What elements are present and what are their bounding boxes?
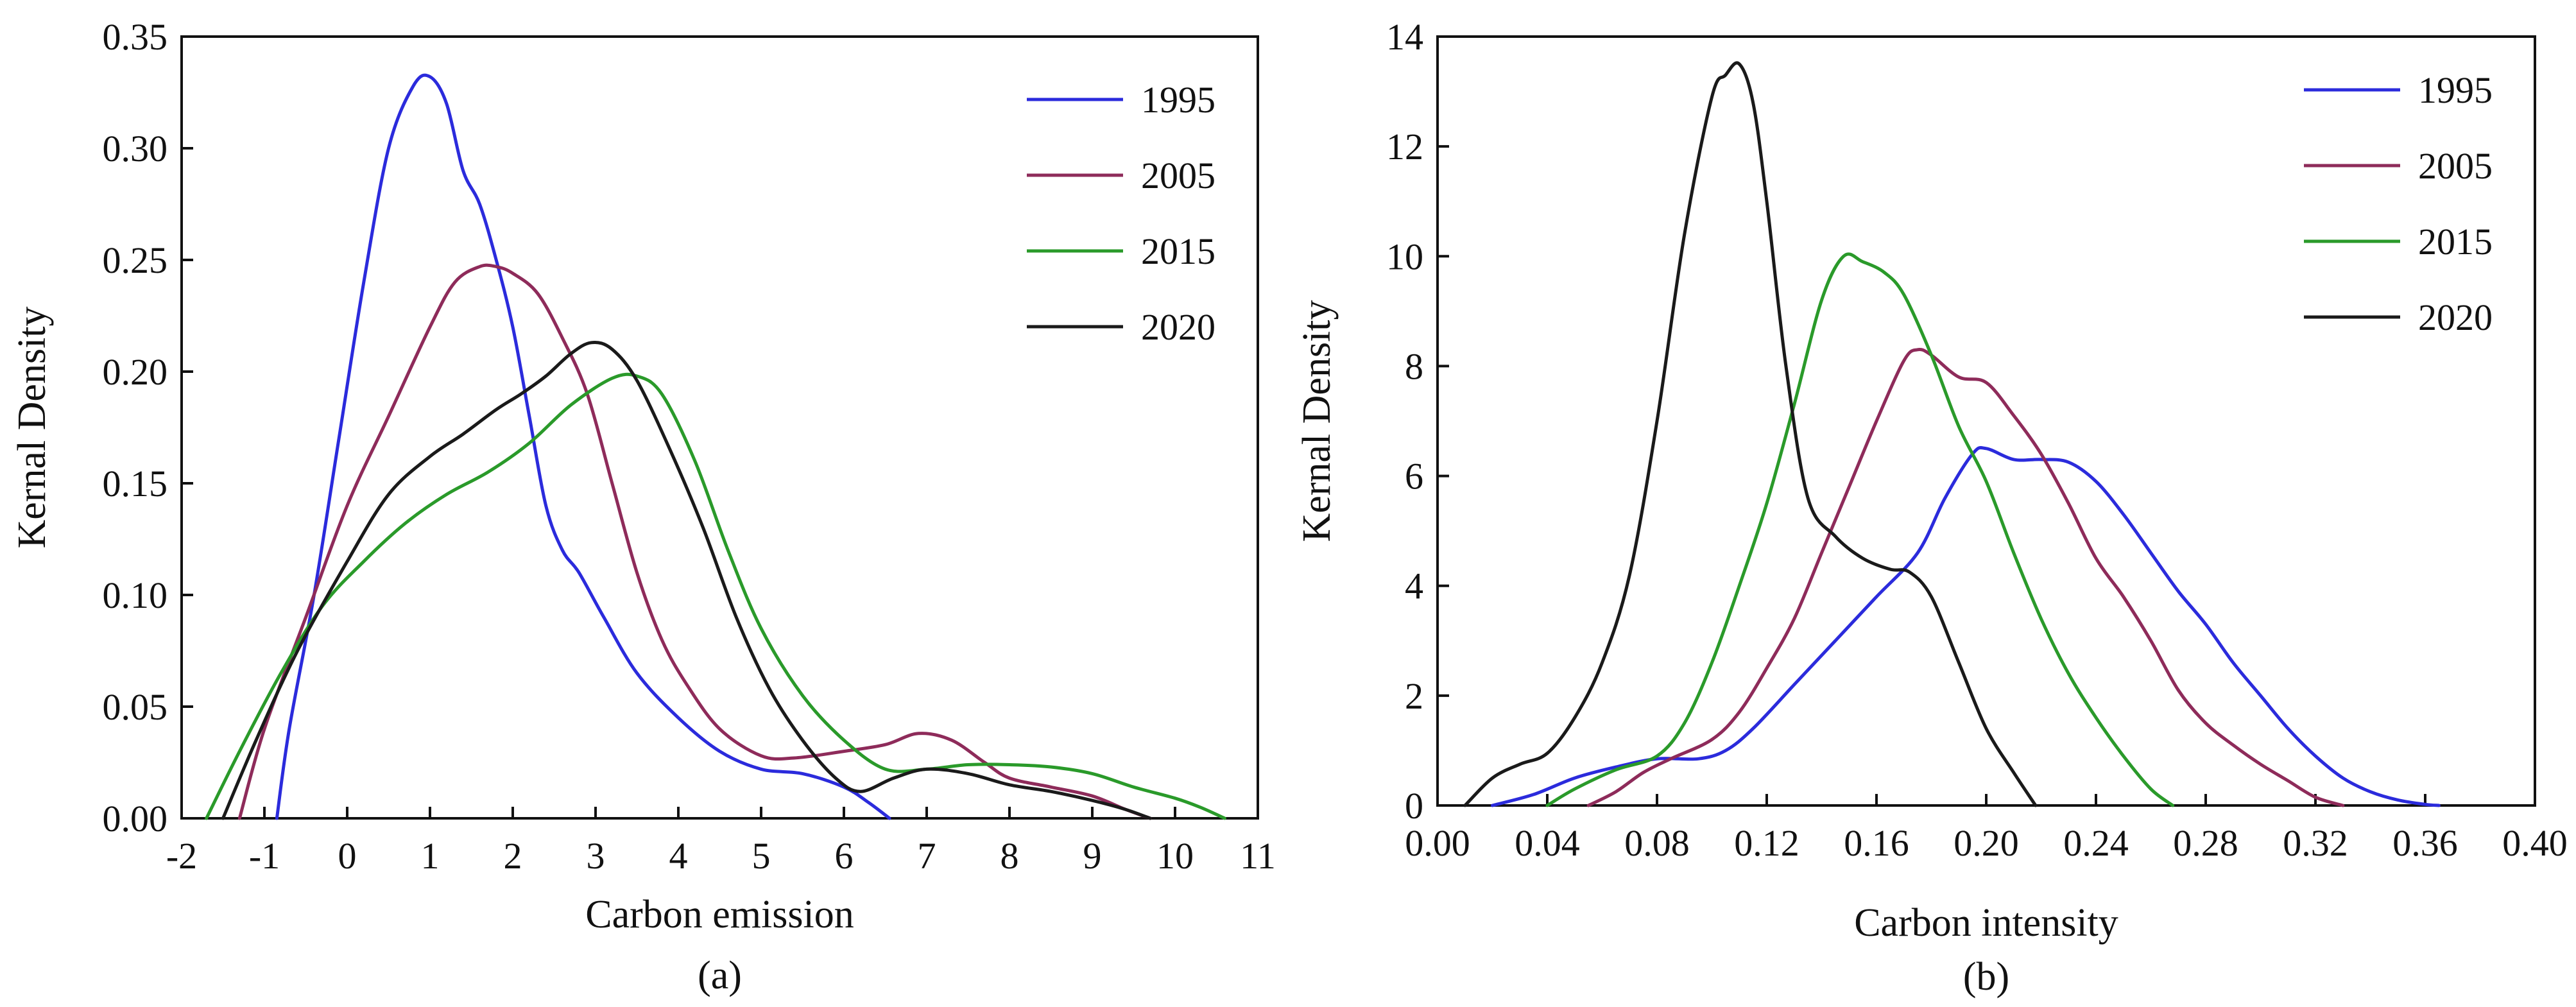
x-tick-label: 0.24 (2063, 822, 2129, 864)
y-tick-label: 0.20 (103, 351, 168, 393)
series-line-2020 (1463, 61, 2038, 807)
x-tick-label: 3 (587, 835, 605, 877)
x-tick-label: -1 (249, 835, 280, 877)
series-line-2005 (237, 263, 1152, 820)
x-tick-label: 7 (918, 835, 936, 877)
series-line-1995 (1491, 446, 2441, 807)
y-tick-label: 0.25 (103, 239, 168, 281)
x-tick-label: 0.32 (2283, 822, 2348, 864)
series-line-2015 (1545, 252, 2175, 807)
y-tick-label: 0 (1405, 785, 1423, 827)
x-tick-label: 0.08 (1624, 822, 1690, 864)
y-axis-title: Kernal Density (1295, 300, 1339, 542)
plot-frame (180, 35, 1259, 820)
x-tick-label: 1 (421, 835, 440, 877)
x-tick-label: 0.12 (1734, 822, 1799, 864)
legend-label-2005: 2005 (2418, 145, 2493, 187)
series-line-2005 (1586, 347, 2345, 807)
legend-label-2020: 2020 (2418, 297, 2493, 338)
y-tick-label: 0.35 (103, 16, 168, 58)
y-tick-label: 0.30 (103, 128, 168, 169)
y-tick-label: 0.15 (103, 463, 168, 504)
legend-label-2020: 2020 (1141, 306, 1215, 348)
panel-label: (b) (1963, 955, 2009, 999)
legend-label-2015: 2015 (1141, 230, 1215, 272)
series-line-1995 (275, 73, 891, 820)
x-tick-label: 5 (752, 835, 771, 877)
x-tick-label: 11 (1240, 835, 1276, 877)
x-tick-label: 10 (1156, 835, 1194, 877)
x-tick-label: 0.04 (1515, 822, 1580, 864)
y-tick-label: 10 (1386, 236, 1423, 277)
x-tick-label: 6 (835, 835, 854, 877)
x-tick-label: 0.28 (2173, 822, 2238, 864)
y-tick-label: 2 (1405, 675, 1423, 717)
x-tick-label: -2 (166, 835, 197, 877)
legend-label-2005: 2005 (1141, 155, 1215, 196)
y-tick-label: 6 (1405, 456, 1423, 497)
y-tick-label: 0.00 (103, 798, 168, 839)
x-tick-label: 8 (1000, 835, 1019, 877)
x-tick-label: 0.40 (2502, 822, 2568, 864)
legend-label-1995: 1995 (1141, 79, 1215, 121)
x-axis-title: Carbon emission (585, 893, 854, 936)
y-tick-label: 12 (1386, 126, 1423, 168)
x-tick-label: 0.16 (1844, 822, 1909, 864)
y-tick-label: 0.10 (103, 574, 168, 616)
x-tick-label: 2 (504, 835, 522, 877)
plot-frame (1436, 35, 2536, 807)
x-tick-label: 4 (669, 835, 688, 877)
x-axis-title: Carbon intensity (1854, 901, 2118, 945)
x-tick-label: 9 (1083, 835, 1102, 877)
x-tick-label: 0.20 (1953, 822, 2019, 864)
y-axis-title: Kernal Density (10, 306, 54, 548)
x-tick-label: 0 (338, 835, 357, 877)
y-tick-label: 4 (1405, 565, 1423, 607)
series-line-2020 (221, 340, 1152, 820)
legend-label-2015: 2015 (2418, 221, 2493, 263)
chart-panel-b: 0.00 0.04 0.08 0.12 0.16 0.20 0.24 0.28 0.32 0.36… (1295, 16, 2568, 999)
y-tick-label: 8 (1405, 345, 1423, 387)
x-tick-label: 0.00 (1405, 822, 1470, 864)
chart-panel-a: -2 -1 0 1 2 3 4 5 6 7 8 9 10 11 0.00 0.05 0.10 0.15 0.20 0.… (10, 16, 1276, 997)
panel-label: (a) (698, 954, 742, 997)
x-tick-label: 0.36 (2392, 822, 2458, 864)
series-line-2015 (205, 372, 1226, 820)
y-tick-label: 0.05 (103, 686, 168, 728)
y-tick-label: 14 (1386, 16, 1423, 58)
legend-label-1995: 1995 (2418, 69, 2493, 111)
